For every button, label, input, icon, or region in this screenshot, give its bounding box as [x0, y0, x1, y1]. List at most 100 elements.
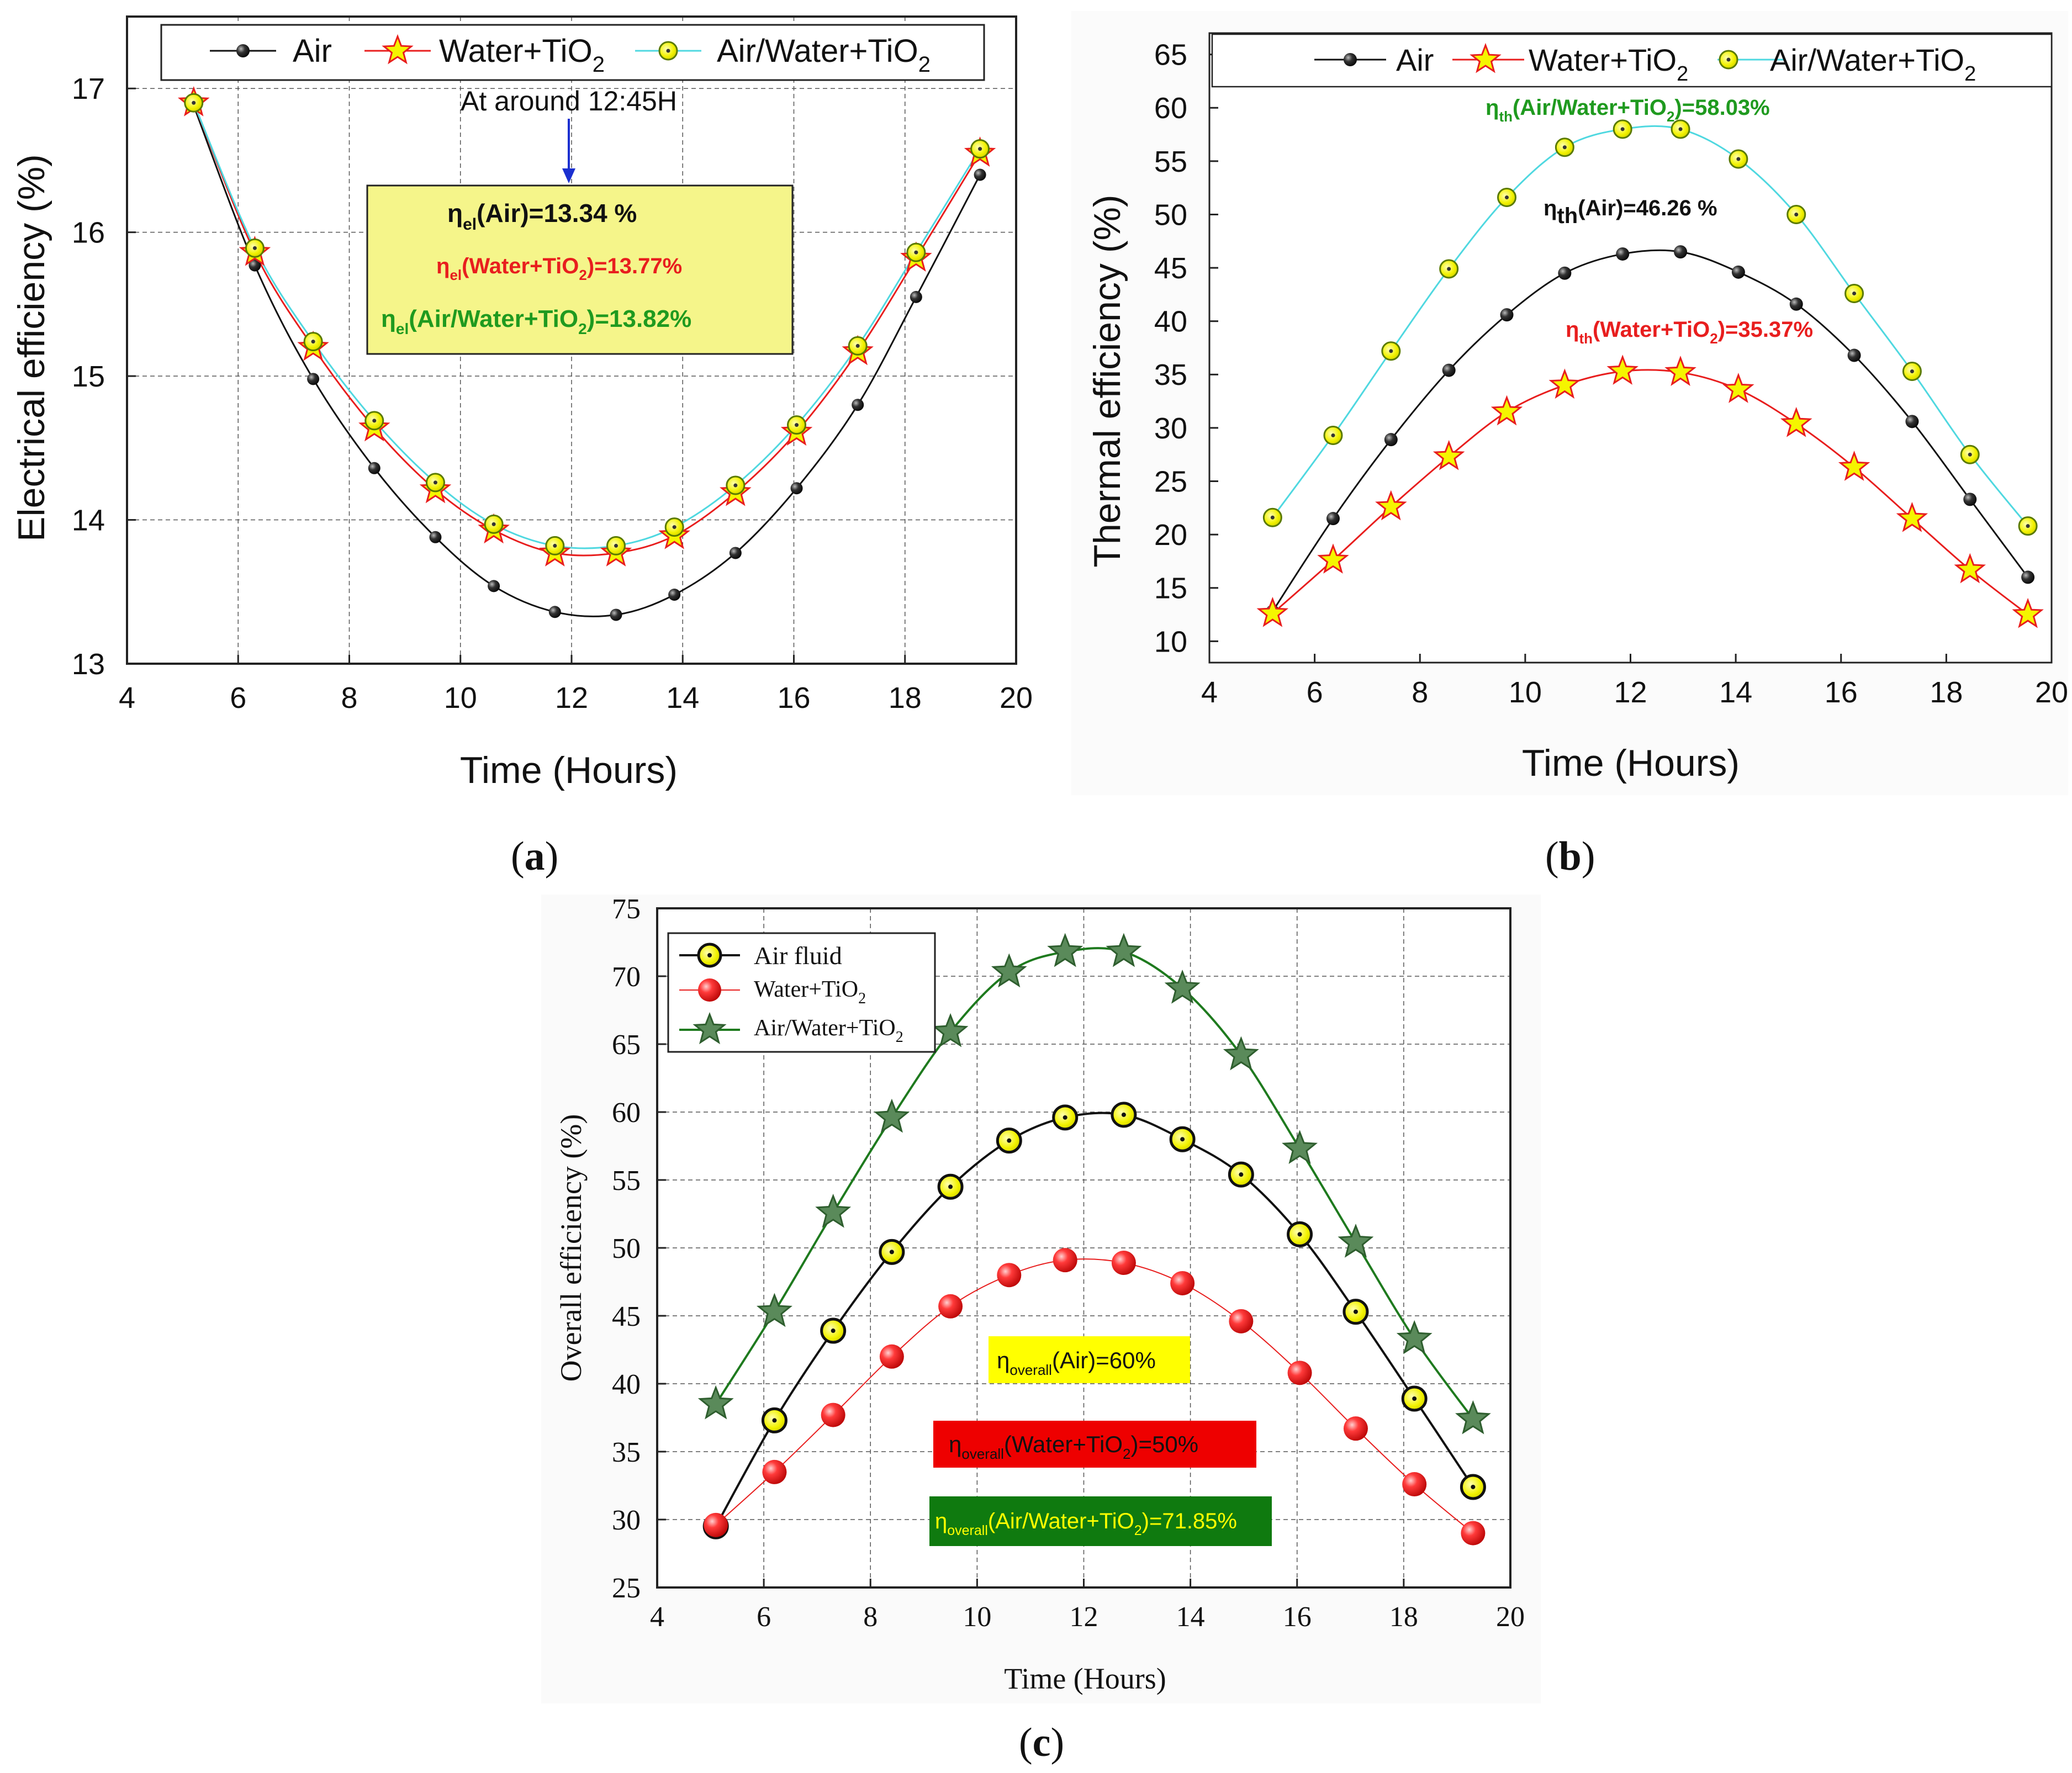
point-water-tio2 [1053, 1248, 1077, 1273]
y-tick-label: 75 [612, 893, 641, 925]
x-tick-label: 6 [757, 1601, 771, 1633]
point-water-tio2 [938, 1294, 963, 1319]
x-tick-label: 4 [650, 1601, 664, 1633]
point-water-tio2 [1433, 440, 1465, 470]
x-tick-label: 8 [1412, 676, 1428, 709]
point-water-tio2 [879, 1344, 904, 1369]
point-center [1968, 452, 1972, 457]
legend-c-water-marker [698, 978, 721, 1002]
x-tick-label: 18 [889, 681, 922, 715]
point-water-tio2 [1548, 368, 1581, 399]
point-air [1616, 247, 1630, 261]
x-tick-label: 20 [1000, 681, 1033, 715]
point-water-tio2 [1606, 354, 1638, 385]
point-center [1389, 349, 1393, 353]
panel-c-box-airwater [929, 1496, 1272, 1546]
point-water-tio2 [1170, 1271, 1195, 1295]
point-air-water-tio2 [1396, 1320, 1433, 1354]
y-tick-label: 55 [612, 1165, 641, 1197]
y-tick-label: 25 [612, 1573, 641, 1604]
panel-a-annotation-box [366, 184, 794, 355]
y-tick-label: 40 [1154, 305, 1187, 338]
point-center [855, 343, 860, 348]
panel-a-electrical-efficiency: 4 6 8 10 12 14 16 18 20 13 14 15 16 17 Air Water+TiO2… [10, 15, 1033, 879]
point-water-tio2 [704, 1512, 728, 1537]
y-tick-label: 45 [1154, 252, 1187, 285]
point-air [668, 588, 681, 601]
point-center [831, 1329, 836, 1333]
point-center [914, 250, 918, 255]
point-air [548, 606, 561, 618]
legend-water-tio2-label: Water+TiO2 [439, 33, 605, 77]
x-tick-label: 16 [777, 681, 810, 715]
panel-b-top-annotation: ηth(Air/Water+TiO2)=58.03% [1486, 96, 1770, 125]
x-tick-label: 14 [1719, 676, 1752, 709]
point-air [1442, 363, 1456, 377]
point-air [729, 547, 742, 559]
x-tick-label: 4 [1201, 676, 1218, 709]
point-air-water-tio2 [1164, 969, 1201, 1004]
point-air [1789, 297, 1803, 311]
point-water-tio2 [1461, 1521, 1486, 1546]
panel-b-low-annotation: ηth(Water+TiO2)=35.37% [1566, 317, 1813, 347]
point-air-water-tio2 [1223, 1036, 1259, 1071]
panel-b-xlabel: Time (Hours) [1522, 742, 1740, 784]
panel-a-arrow-text: At around 12:45H [461, 86, 677, 117]
x-tick-label: 12 [1070, 1601, 1098, 1633]
point-air [1500, 308, 1514, 322]
panel-b-plot-frame [1208, 32, 2053, 664]
point-center [1063, 1115, 1067, 1120]
point-air [368, 462, 380, 474]
legend-air-label: Air [293, 33, 332, 69]
point-air [488, 580, 500, 592]
point-center [672, 525, 676, 530]
point-air [1558, 266, 1572, 280]
point-air-water-tio2 [1047, 933, 1083, 967]
panel-b-ylabel: Thermal efficiency (%) [1086, 194, 1128, 567]
y-tick-label: 70 [612, 961, 641, 993]
point-center [1678, 127, 1683, 131]
point-air-water-tio2 [815, 1193, 852, 1228]
panel-c-box-air [989, 1336, 1190, 1383]
x-tick-label: 8 [863, 1601, 878, 1633]
legend-air-water-tio2-label: Air/Water+TiO2 [717, 33, 931, 77]
legend-air-marker [236, 44, 250, 57]
point-air-water-tio2 [932, 1013, 969, 1047]
panel-c-ylabel: Overall efficiency (%) [554, 1114, 588, 1382]
y-tick-label: 15 [72, 360, 105, 393]
y-tick-label: 15 [1154, 572, 1187, 605]
y-tick-label: 50 [612, 1233, 641, 1264]
x-tick-label: 14 [666, 681, 699, 715]
point-air [1674, 245, 1688, 259]
x-tick-label: 10 [1509, 676, 1542, 709]
point-center [192, 100, 196, 105]
x-tick-label: 20 [2035, 676, 2068, 709]
point-air [910, 290, 922, 303]
panel-c-box-air-text: ηoverall(Air)=60% [997, 1347, 1156, 1378]
point-water-tio2 [1111, 1251, 1136, 1275]
point-center [1180, 1137, 1185, 1142]
point-air-water-tio2 [1106, 933, 1142, 967]
x-tick-label: 6 [230, 681, 246, 715]
point-water-tio2 [1229, 1309, 1254, 1333]
point-air [1905, 415, 1919, 428]
point-water-tio2 [1490, 395, 1523, 426]
panel-c-box-water [933, 1421, 1256, 1468]
panel-c-ticks: 4 6 8 10 12 14 16 18 20 25 30 35 40 45 50 55 60 65 70 75 [612, 893, 1525, 1633]
point-air [852, 399, 864, 411]
point-center [733, 483, 738, 488]
point-air [790, 482, 803, 495]
y-tick-label: 50 [1154, 198, 1187, 231]
y-tick-label: 10 [1154, 625, 1187, 658]
x-tick-label: 4 [119, 681, 135, 715]
point-water-tio2 [1722, 373, 1754, 403]
point-air-water-tio2 [991, 953, 1027, 988]
point-air [429, 531, 442, 543]
point-center [252, 246, 257, 250]
legend-c-airwater-label: Air/Water+TiO2 [754, 1015, 903, 1046]
point-center [795, 423, 799, 427]
panel-a-ylabel: Electrical efficiency (%) [10, 154, 52, 542]
legend-b-air-label: Air [1396, 43, 1434, 77]
panel-c-xlabel: Time (Hours) [1004, 1662, 1166, 1695]
